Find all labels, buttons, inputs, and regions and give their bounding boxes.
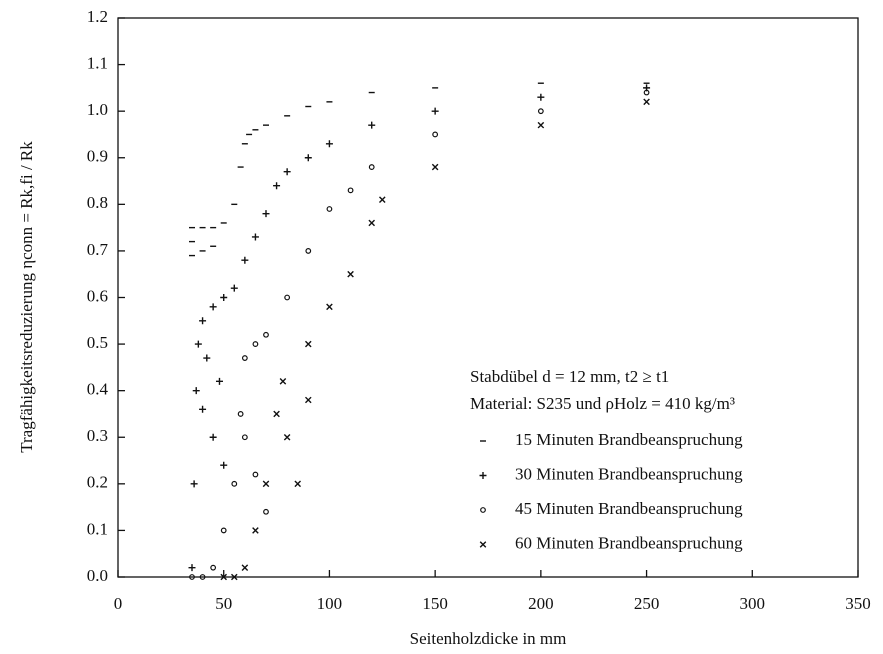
point <box>283 433 291 441</box>
point <box>284 294 291 301</box>
y-tick-label: 0.5 <box>87 333 108 352</box>
point <box>215 377 223 385</box>
point <box>305 248 312 254</box>
point <box>209 433 217 441</box>
point <box>237 411 244 417</box>
point <box>220 461 228 469</box>
point <box>273 410 280 418</box>
y-tick-label: 1.2 <box>87 7 108 26</box>
point <box>368 219 376 227</box>
y-tick-label: 0.9 <box>87 147 108 166</box>
point <box>252 341 259 347</box>
point <box>537 121 545 129</box>
y-tick-label: 0.3 <box>87 426 108 445</box>
point <box>220 294 228 301</box>
point <box>209 303 217 311</box>
x-tick-label: 350 <box>845 594 871 613</box>
point <box>347 187 354 194</box>
annotation: Stabdübel d = 12 mm, t2 ≥ t1 <box>470 367 669 386</box>
y-tick-label: 0.4 <box>87 380 109 399</box>
y-tick-label: 0.8 <box>87 193 108 212</box>
point <box>279 378 287 385</box>
point <box>326 206 333 212</box>
point <box>263 508 269 515</box>
point <box>252 527 259 534</box>
y-tick-label: 1.0 <box>87 100 108 119</box>
point <box>230 573 238 581</box>
point <box>231 480 238 487</box>
x-tick-label: 0 <box>114 594 123 613</box>
point <box>194 340 202 348</box>
point <box>220 573 228 581</box>
point <box>273 182 281 190</box>
point <box>326 303 333 311</box>
point <box>192 387 200 395</box>
point <box>304 340 312 348</box>
point <box>241 564 249 571</box>
legend-marker <box>479 472 487 479</box>
point <box>251 233 259 241</box>
point <box>325 140 333 148</box>
point <box>241 355 248 361</box>
legend-label: 60 Minuten Brandbeanspruchung <box>515 533 743 552</box>
point <box>294 480 302 488</box>
y-tick-label: 0.2 <box>87 473 108 492</box>
legend-marker <box>480 507 486 513</box>
point <box>347 270 354 278</box>
point <box>431 163 439 171</box>
x-tick-label: 300 <box>740 594 766 613</box>
point <box>368 164 375 170</box>
legend-label: 45 Minuten Brandbeanspruchung <box>515 499 743 518</box>
y-tick-label: 0.7 <box>87 240 109 259</box>
point <box>241 256 249 264</box>
x-axis-label: Seitenholzdicke in mm <box>410 629 567 648</box>
point <box>378 196 386 203</box>
y-tick-label: 1.1 <box>87 53 108 72</box>
point <box>190 480 198 488</box>
x-tick-label: 100 <box>317 594 343 613</box>
point <box>210 564 217 571</box>
point <box>263 331 269 338</box>
point <box>368 121 376 129</box>
point <box>262 210 270 218</box>
point <box>283 168 291 176</box>
point <box>643 98 650 106</box>
y-tick-label: 0.6 <box>87 286 108 305</box>
point <box>432 131 439 138</box>
point <box>189 574 195 580</box>
point <box>188 564 196 572</box>
legend-label: 30 Minuten Brandbeanspruchung <box>515 464 743 483</box>
point <box>431 107 439 115</box>
point <box>199 574 206 580</box>
point <box>304 396 312 404</box>
point <box>537 108 544 115</box>
y-tick-label: 0.0 <box>87 566 108 585</box>
plot-frame <box>117 17 859 578</box>
point <box>304 154 312 162</box>
x-tick-label: 150 <box>422 594 448 613</box>
y-tick-label: 0.1 <box>87 519 108 538</box>
legend-marker <box>479 541 487 548</box>
point <box>537 93 545 101</box>
legend-label: 15 Minuten Brandbeanspruchung <box>515 430 743 449</box>
point <box>241 434 248 441</box>
x-tick-label: 200 <box>528 594 554 613</box>
point <box>220 527 227 534</box>
point <box>230 284 238 292</box>
x-tick-label: 250 <box>634 594 660 613</box>
point <box>199 317 207 325</box>
point <box>203 354 211 362</box>
point <box>643 89 650 96</box>
point <box>252 471 259 478</box>
point <box>262 480 270 488</box>
y-axis-label: Tragfähigkeitsreduzierung ηconn = Rk,fi … <box>17 141 36 453</box>
annotation: Material: S235 und ρHolz = 410 kg/m³ <box>470 394 735 413</box>
point <box>199 405 207 413</box>
x-tick-label: 50 <box>215 594 232 613</box>
